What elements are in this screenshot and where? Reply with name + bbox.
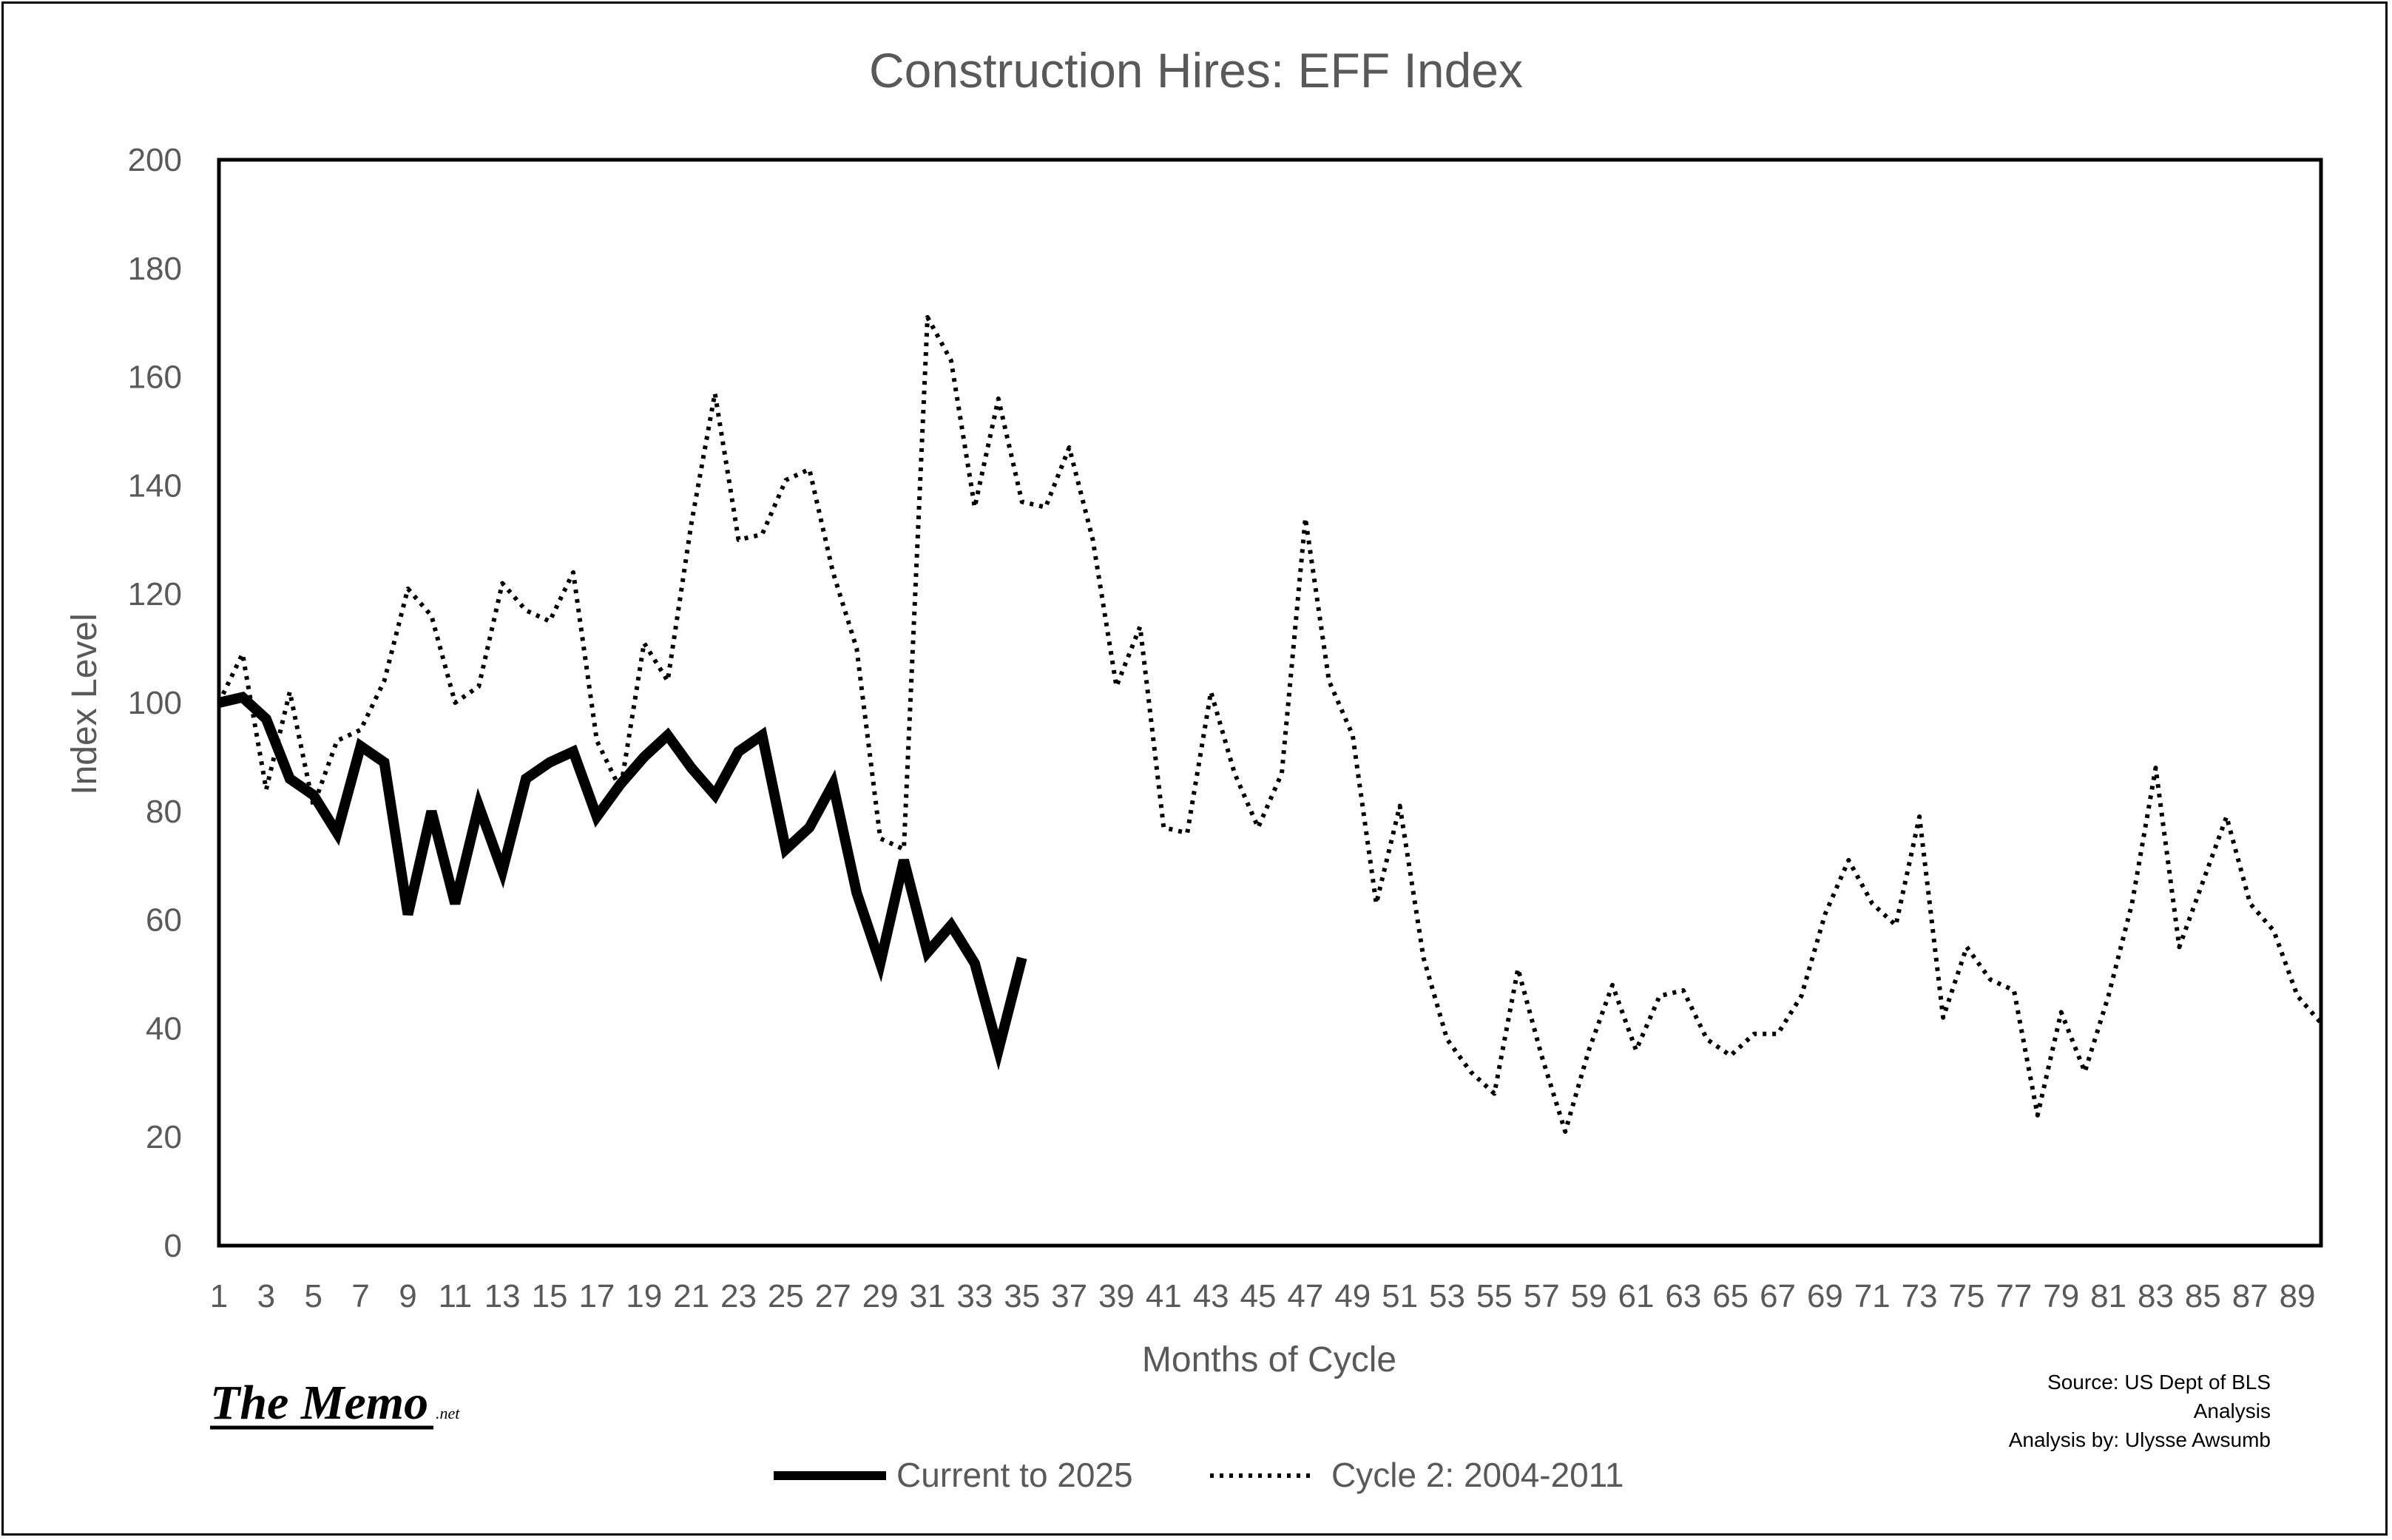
x-tick-label: 39 (1098, 1278, 1135, 1314)
chart-title: Construction Hires: EFF Index (869, 43, 1523, 98)
x-tick-label: 11 (438, 1278, 472, 1314)
logo: The Memo .net (210, 1376, 460, 1430)
legend: Current to 2025 Cycle 2: 2004-2011 (774, 1456, 1624, 1494)
y-tick-label: 180 (128, 251, 182, 287)
x-tick-label: 75 (1949, 1278, 1985, 1314)
x-tick-label: 65 (1712, 1278, 1749, 1314)
y-tick-label: 160 (128, 359, 182, 396)
x-tick-label: 73 (1902, 1278, 1938, 1314)
y-axis-title: Index Level (65, 613, 104, 795)
x-tick-label: 13 (484, 1278, 521, 1314)
x-tick-label: 89 (2280, 1278, 2316, 1314)
x-axis-title: Months of Cycle (1142, 1340, 1396, 1379)
x-tick-label: 43 (1193, 1278, 1229, 1314)
x-tick-label: 41 (1146, 1278, 1182, 1314)
legend-label-current: Current to 2025 (896, 1456, 1133, 1494)
x-tick-label: 1 (210, 1278, 228, 1314)
y-tick-label: 200 (128, 142, 182, 178)
x-tick-label: 29 (862, 1278, 899, 1314)
x-tick-label: 9 (399, 1278, 416, 1314)
x-tick-label: 79 (2043, 1278, 2079, 1314)
x-tick-label: 23 (720, 1278, 757, 1314)
x-tick-label: 33 (956, 1278, 993, 1314)
x-tick-label: 59 (1571, 1278, 1607, 1314)
plot-area (217, 158, 2323, 1248)
x-tick-label: 53 (1429, 1278, 1465, 1314)
y-tick-label: 40 (146, 1010, 182, 1047)
legend-label-cycle2: Cycle 2: 2004-2011 (1331, 1456, 1624, 1494)
series-line-cycle2 (217, 314, 2323, 1134)
x-tick-label: 63 (1665, 1278, 1701, 1314)
y-tick-label: 60 (146, 902, 182, 939)
x-tick-label: 45 (1240, 1278, 1277, 1314)
y-axis-ticks: 0 20 40 60 80 100 120 140 160 180 200 (128, 142, 182, 1264)
x-tick-label: 69 (1807, 1278, 1843, 1314)
source-line-2: Analysis (2194, 1399, 2271, 1422)
y-tick-label: 140 (128, 467, 182, 504)
source-line-1: Source: US Dept of BLS (2047, 1371, 2271, 1394)
x-tick-label: 19 (626, 1278, 662, 1314)
x-tick-label: 83 (2138, 1278, 2174, 1314)
x-tick-label: 3 (257, 1278, 275, 1314)
x-tick-label: 77 (1996, 1278, 2032, 1314)
source-line-3: Analysis by: Ulysse Awsumb (2009, 1428, 2271, 1451)
x-tick-label: 7 (351, 1278, 369, 1314)
x-tick-label: 71 (1854, 1278, 1891, 1314)
x-tick-label: 51 (1382, 1278, 1418, 1314)
x-tick-label: 49 (1334, 1278, 1371, 1314)
series-layer (217, 314, 2323, 1134)
x-tick-label: 31 (910, 1278, 946, 1314)
plot-border (217, 158, 2323, 1248)
logo-suffix: .net (436, 1404, 460, 1422)
x-tick-label: 85 (2185, 1278, 2221, 1314)
y-tick-label: 80 (146, 794, 182, 830)
x-tick-label: 57 (1524, 1278, 1560, 1314)
y-tick-label: 120 (128, 576, 182, 612)
logo-text: The Memo (210, 1376, 428, 1430)
source-note: Source: US Dept of BLS Analysis Analysis… (2009, 1371, 2271, 1451)
x-tick-label: 35 (1004, 1278, 1040, 1314)
y-tick-label: 100 (128, 685, 182, 721)
x-tick-label: 67 (1760, 1278, 1796, 1314)
x-tick-label: 5 (304, 1278, 322, 1314)
x-tick-label: 27 (815, 1278, 851, 1314)
x-tick-label: 81 (2090, 1278, 2126, 1314)
x-tick-label: 15 (532, 1278, 568, 1314)
x-tick-label: 61 (1618, 1278, 1654, 1314)
x-tick-label: 21 (673, 1278, 709, 1314)
y-tick-label: 0 (164, 1228, 182, 1264)
x-tick-label: 37 (1051, 1278, 1087, 1314)
x-tick-label: 55 (1476, 1278, 1513, 1314)
x-tick-label: 47 (1287, 1278, 1323, 1314)
series-line-current (217, 692, 1027, 1071)
x-tick-label: 17 (578, 1278, 615, 1314)
y-tick-label: 20 (146, 1119, 182, 1155)
x-tick-label: 87 (2232, 1278, 2268, 1314)
x-axis-ticks: 1 3 5 7 9 11 13 15 17 19 21 23 25 27 29 31 33 35 37 39 41 43 4… (210, 1278, 2316, 1314)
x-tick-label: 25 (768, 1278, 804, 1314)
